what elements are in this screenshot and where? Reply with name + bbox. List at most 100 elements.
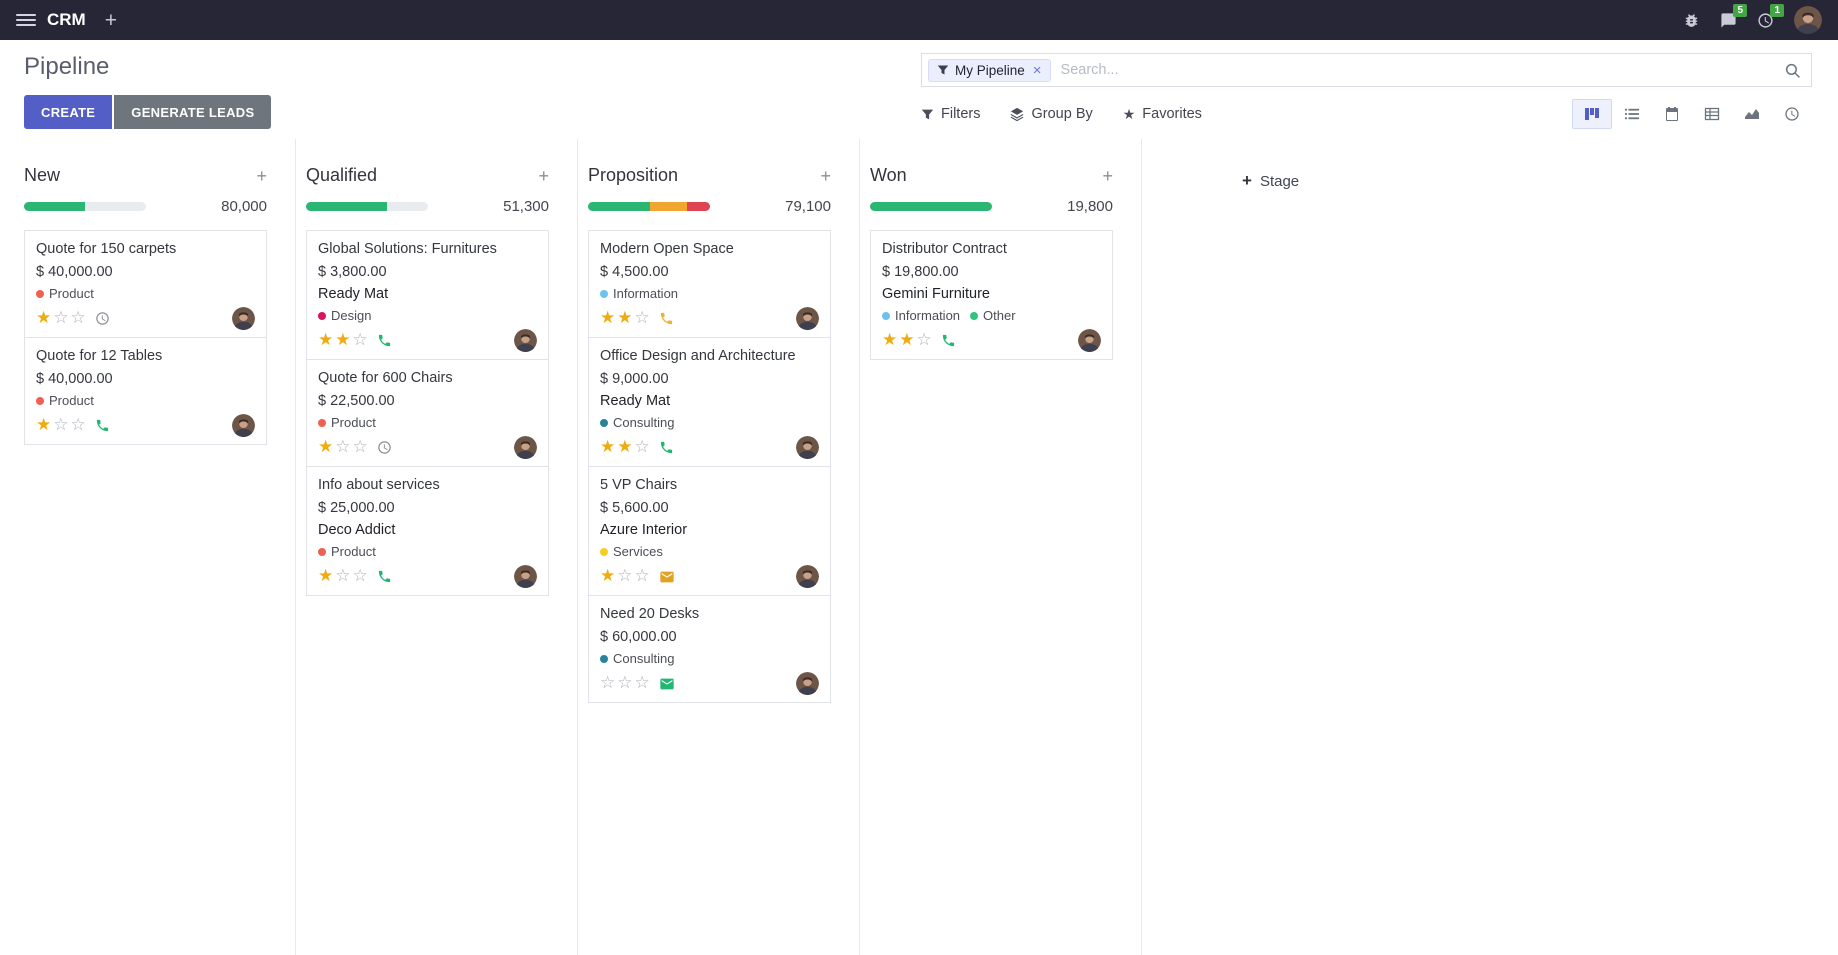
priority-star-icon[interactable]: ★ xyxy=(36,308,52,328)
control-panel: Pipeline CREATE GENERATE LEADS My Pipeli… xyxy=(0,40,1838,139)
user-avatar[interactable] xyxy=(1794,6,1822,34)
debug-bug-icon[interactable] xyxy=(1683,12,1700,29)
kanban-card[interactable]: Office Design and Architecture $ 9,000.0… xyxy=(588,337,831,467)
priority-star-icon[interactable]: ☆ xyxy=(634,673,650,693)
column-progressbar[interactable] xyxy=(588,202,710,211)
priority-star-icon[interactable]: ★ xyxy=(600,308,616,328)
kanban-card[interactable]: Need 20 Desks $ 60,000.00 Consulting ☆ ☆ ☆ xyxy=(588,595,831,703)
priority-star-icon[interactable]: ★ xyxy=(882,330,898,350)
priority-star-icon[interactable]: ☆ xyxy=(916,330,932,350)
phone-activity-icon[interactable] xyxy=(941,333,956,348)
plus-icon[interactable]: + xyxy=(104,8,117,32)
priority-star-icon[interactable]: ★ xyxy=(600,566,616,586)
kanban-card[interactable]: 5 VP Chairs $ 5,600.00 Azure Interior Se… xyxy=(588,466,831,596)
tag: Design xyxy=(318,308,371,323)
priority-star-icon[interactable]: ☆ xyxy=(617,673,633,693)
column-add-record-icon[interactable]: + xyxy=(256,165,267,186)
column-title[interactable]: Won xyxy=(870,165,907,185)
priority-star-icon[interactable]: ★ xyxy=(335,330,351,350)
card-title: Global Solutions: Furnitures xyxy=(318,241,497,257)
kanban-card[interactable]: Distributor Contract $ 19,800.00 Gemini … xyxy=(870,230,1113,360)
phone-activity-icon[interactable] xyxy=(377,569,392,584)
column-total: 19,800 xyxy=(1067,198,1113,215)
create-button[interactable]: CREATE xyxy=(24,95,113,129)
filters-button[interactable]: Filters xyxy=(921,106,980,122)
search-input[interactable] xyxy=(1050,62,1784,78)
clock-activity-icon[interactable] xyxy=(95,311,110,326)
kanban-card[interactable]: Modern Open Space $ 4,500.00 Information… xyxy=(588,230,831,338)
kanban-card[interactable]: Quote for 150 carpets $ 40,000.00 Produc… xyxy=(24,230,267,338)
priority-star-icon[interactable]: ☆ xyxy=(352,437,368,457)
column-add-record-icon[interactable]: + xyxy=(820,165,831,186)
priority-star-icon[interactable]: ☆ xyxy=(634,308,650,328)
priority-star-icon[interactable]: ☆ xyxy=(70,415,86,435)
progressbar-segment[interactable] xyxy=(870,202,992,211)
column-progressbar[interactable] xyxy=(870,202,992,211)
kanban-card[interactable]: Global Solutions: Furnitures $ 3,800.00 … xyxy=(306,230,549,360)
priority-star-icon[interactable]: ☆ xyxy=(335,437,351,457)
kanban-card[interactable]: Quote for 600 Chairs $ 22,500.00 Product… xyxy=(306,359,549,467)
kanban-card[interactable]: Info about services $ 25,000.00 Deco Add… xyxy=(306,466,549,596)
app-name[interactable]: CRM xyxy=(47,10,86,29)
priority-star-icon[interactable]: ☆ xyxy=(335,566,351,586)
phone-activity-icon[interactable] xyxy=(659,440,674,455)
priority-star-icon[interactable]: ★ xyxy=(600,437,616,457)
tag: Information xyxy=(882,308,960,323)
column-total: 51,300 xyxy=(503,198,549,215)
progressbar-segment[interactable] xyxy=(24,202,85,211)
calendar-view-icon[interactable] xyxy=(1652,99,1692,129)
phone-activity-icon[interactable] xyxy=(95,418,110,433)
priority-star-icon[interactable]: ☆ xyxy=(352,566,368,586)
priority-star-icon[interactable]: ★ xyxy=(36,415,52,435)
priority-star-icon[interactable]: ★ xyxy=(318,330,334,350)
priority-star-icon[interactable]: ☆ xyxy=(53,415,69,435)
column-progressbar[interactable] xyxy=(24,202,146,211)
priority-star-icon[interactable]: ☆ xyxy=(352,330,368,350)
apps-menu-icon[interactable] xyxy=(16,12,36,28)
messages-icon[interactable]: 5 xyxy=(1720,3,1747,29)
list-view-icon[interactable] xyxy=(1612,99,1652,129)
column-add-record-icon[interactable]: + xyxy=(538,165,549,186)
column-title[interactable]: Proposition xyxy=(588,165,679,185)
activities-clock-icon[interactable]: 1 xyxy=(1757,3,1784,29)
kanban-view-icon[interactable] xyxy=(1572,99,1612,129)
priority-star-icon[interactable]: ☆ xyxy=(634,437,650,457)
phone-activity-icon[interactable] xyxy=(659,311,674,326)
card-avatar xyxy=(796,436,819,459)
priority-star-icon[interactable]: ★ xyxy=(617,308,633,328)
priority-star-icon[interactable]: ★ xyxy=(899,330,915,350)
envelope-activity-icon[interactable] xyxy=(659,676,675,692)
progressbar-segment[interactable] xyxy=(686,202,710,211)
priority-star-icon[interactable]: ★ xyxy=(318,437,334,457)
search-icon[interactable] xyxy=(1784,62,1801,79)
column-title[interactable]: Qualified xyxy=(306,165,378,185)
priority-star-icon[interactable]: ★ xyxy=(617,437,633,457)
progressbar-segment[interactable] xyxy=(588,202,651,211)
add-stage-button[interactable]: + Stage xyxy=(1242,171,1299,191)
graph-view-icon[interactable] xyxy=(1732,99,1772,129)
priority-star-icon[interactable]: ☆ xyxy=(617,566,633,586)
favorites-button[interactable]: ★ Favorites xyxy=(1123,106,1202,123)
priority-star-icon[interactable]: ☆ xyxy=(634,566,650,586)
priority-star-icon[interactable]: ★ xyxy=(318,566,334,586)
column-progressbar[interactable] xyxy=(306,202,428,211)
clock-activity-icon[interactable] xyxy=(377,440,392,455)
tag-list: Services xyxy=(600,544,819,559)
action-buttons: CREATE GENERATE LEADS xyxy=(24,95,881,129)
generate-leads-button[interactable]: GENERATE LEADS xyxy=(114,95,272,129)
column-add-record-icon[interactable]: + xyxy=(1102,165,1113,186)
column-title[interactable]: New xyxy=(24,165,61,185)
group-by-button[interactable]: Group By xyxy=(1010,106,1093,122)
priority-star-icon[interactable]: ☆ xyxy=(70,308,86,328)
progressbar-segment[interactable] xyxy=(306,202,387,211)
progressbar-segment[interactable] xyxy=(650,202,687,211)
priority-star-icon[interactable]: ☆ xyxy=(53,308,69,328)
phone-activity-icon[interactable] xyxy=(377,333,392,348)
kanban-card[interactable]: Quote for 12 Tables $ 40,000.00 Product … xyxy=(24,337,267,445)
priority-star-icon[interactable]: ☆ xyxy=(600,673,616,693)
pivot-view-icon[interactable] xyxy=(1692,99,1732,129)
facet-remove-icon[interactable]: × xyxy=(1032,61,1042,79)
envelope-activity-icon[interactable] xyxy=(659,569,675,585)
activity-view-icon[interactable] xyxy=(1772,99,1812,129)
priority-stars: ★ ★ ☆ xyxy=(882,330,932,350)
